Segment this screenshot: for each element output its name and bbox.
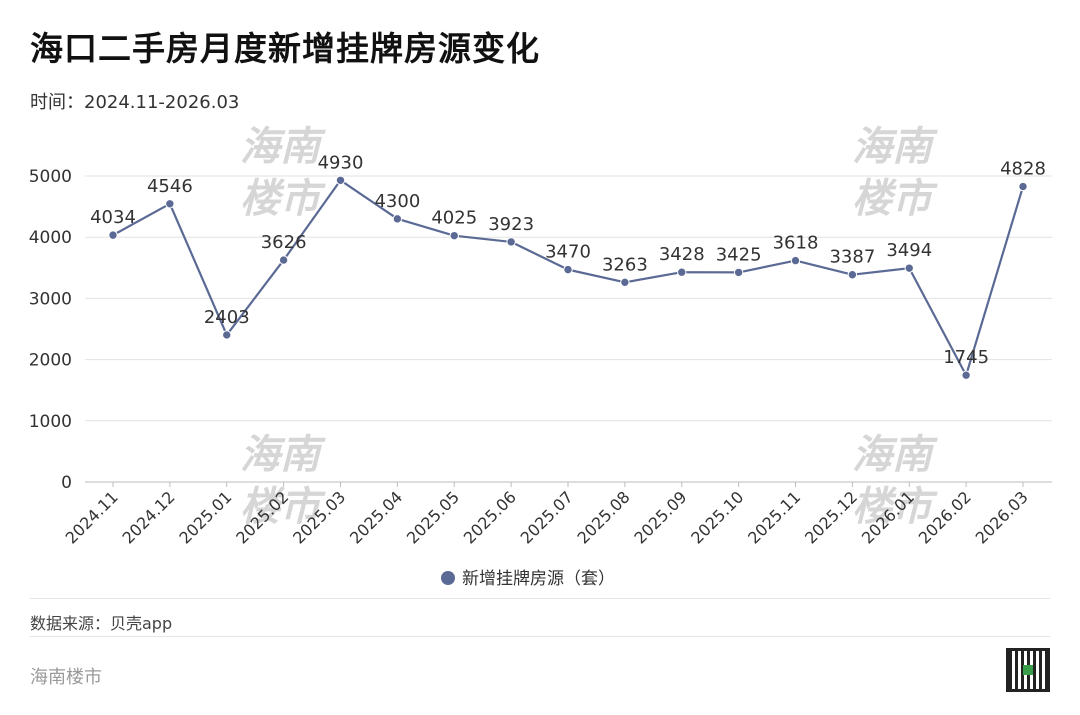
- data-label: 3923: [488, 214, 534, 235]
- x-tick-label: 2025.07: [517, 487, 577, 547]
- x-tick-label: 2025.01: [175, 487, 235, 547]
- watermark-text: 海南: [240, 431, 326, 478]
- watermark-text: 楼市: [852, 175, 938, 222]
- data-point: [449, 230, 459, 241]
- data-label: 3626: [261, 232, 307, 253]
- data-point: [733, 267, 744, 278]
- data-label: 1745: [943, 347, 989, 368]
- y-tick-label: 0: [61, 473, 72, 493]
- data-point: [677, 267, 687, 277]
- watermark-text: 楼市: [240, 175, 326, 222]
- data-point: [108, 230, 118, 240]
- data-point: [506, 237, 516, 247]
- data-point: [165, 199, 175, 209]
- x-tick-label: 2025.10: [687, 487, 747, 547]
- x-tick-label: 2025.05: [403, 487, 463, 547]
- data-label: 4025: [431, 208, 477, 229]
- legend-marker: [441, 571, 455, 585]
- x-tick-label: 2025.06: [460, 487, 520, 547]
- y-tick-label: 3000: [29, 289, 72, 309]
- x-tick-label: 2025.11: [744, 487, 804, 547]
- watermark-text: 楼市: [240, 483, 326, 530]
- data-point: [790, 255, 801, 266]
- data-point: [847, 270, 858, 280]
- data-label: 3618: [773, 233, 819, 254]
- data-point: [392, 214, 403, 224]
- x-tick-label: 2025.04: [346, 487, 406, 547]
- data-label: 4546: [147, 176, 193, 197]
- data-label: 4930: [318, 152, 364, 173]
- watermark-text: 海南: [852, 123, 938, 170]
- data-point: [278, 255, 289, 265]
- data-label: 4300: [374, 191, 420, 212]
- data-point: [335, 175, 346, 185]
- data-label: 2403: [204, 307, 250, 328]
- data-label: 3425: [716, 244, 762, 265]
- page-title: 海口二手房月度新增挂牌房源变化: [30, 29, 540, 68]
- y-tick-label: 1000: [29, 412, 72, 432]
- x-tick-label: 2025.08: [573, 487, 633, 547]
- y-tick-label: 5000: [29, 167, 72, 187]
- data-label: 3494: [886, 240, 932, 261]
- x-tick-label: 2025.09: [630, 487, 690, 547]
- line-chart: 海南楼市海南楼市海南楼市海南楼市010002000300040005000202…: [29, 123, 1052, 589]
- data-point: [620, 277, 630, 288]
- x-tick-label: 2024.12: [118, 487, 178, 547]
- watermark-text: 海南: [240, 123, 326, 170]
- data-label: 4034: [90, 207, 136, 228]
- data-label: 3387: [829, 247, 875, 268]
- data-point: [222, 330, 232, 340]
- footer-divider-top: [30, 598, 1050, 599]
- qr-code-icon[interactable]: [1006, 648, 1050, 692]
- data-label: 4828: [1000, 159, 1046, 180]
- watermark-text: 楼市: [852, 483, 938, 530]
- time-range-subtitle: 时间：2024.11-2026.03: [30, 92, 240, 113]
- x-tick-label: 2024.11: [62, 487, 122, 547]
- data-source: 数据来源：贝壳app: [30, 614, 173, 633]
- data-point: [961, 370, 971, 380]
- data-label: 3428: [659, 244, 705, 265]
- data-label: 3263: [602, 254, 648, 275]
- data-point: [563, 264, 573, 275]
- watermark-text: 海南: [852, 431, 938, 478]
- data-label: 3470: [545, 242, 591, 263]
- x-tick-label: 2026.03: [972, 487, 1032, 547]
- footer-divider-bottom: [30, 636, 1050, 637]
- data-point: [904, 263, 914, 273]
- data-point: [1018, 181, 1028, 192]
- brand-name: 海南楼市: [30, 667, 102, 688]
- legend-label: 新增挂牌房源（套）: [462, 569, 615, 589]
- y-tick-label: 4000: [29, 228, 72, 248]
- y-tick-label: 2000: [29, 351, 72, 371]
